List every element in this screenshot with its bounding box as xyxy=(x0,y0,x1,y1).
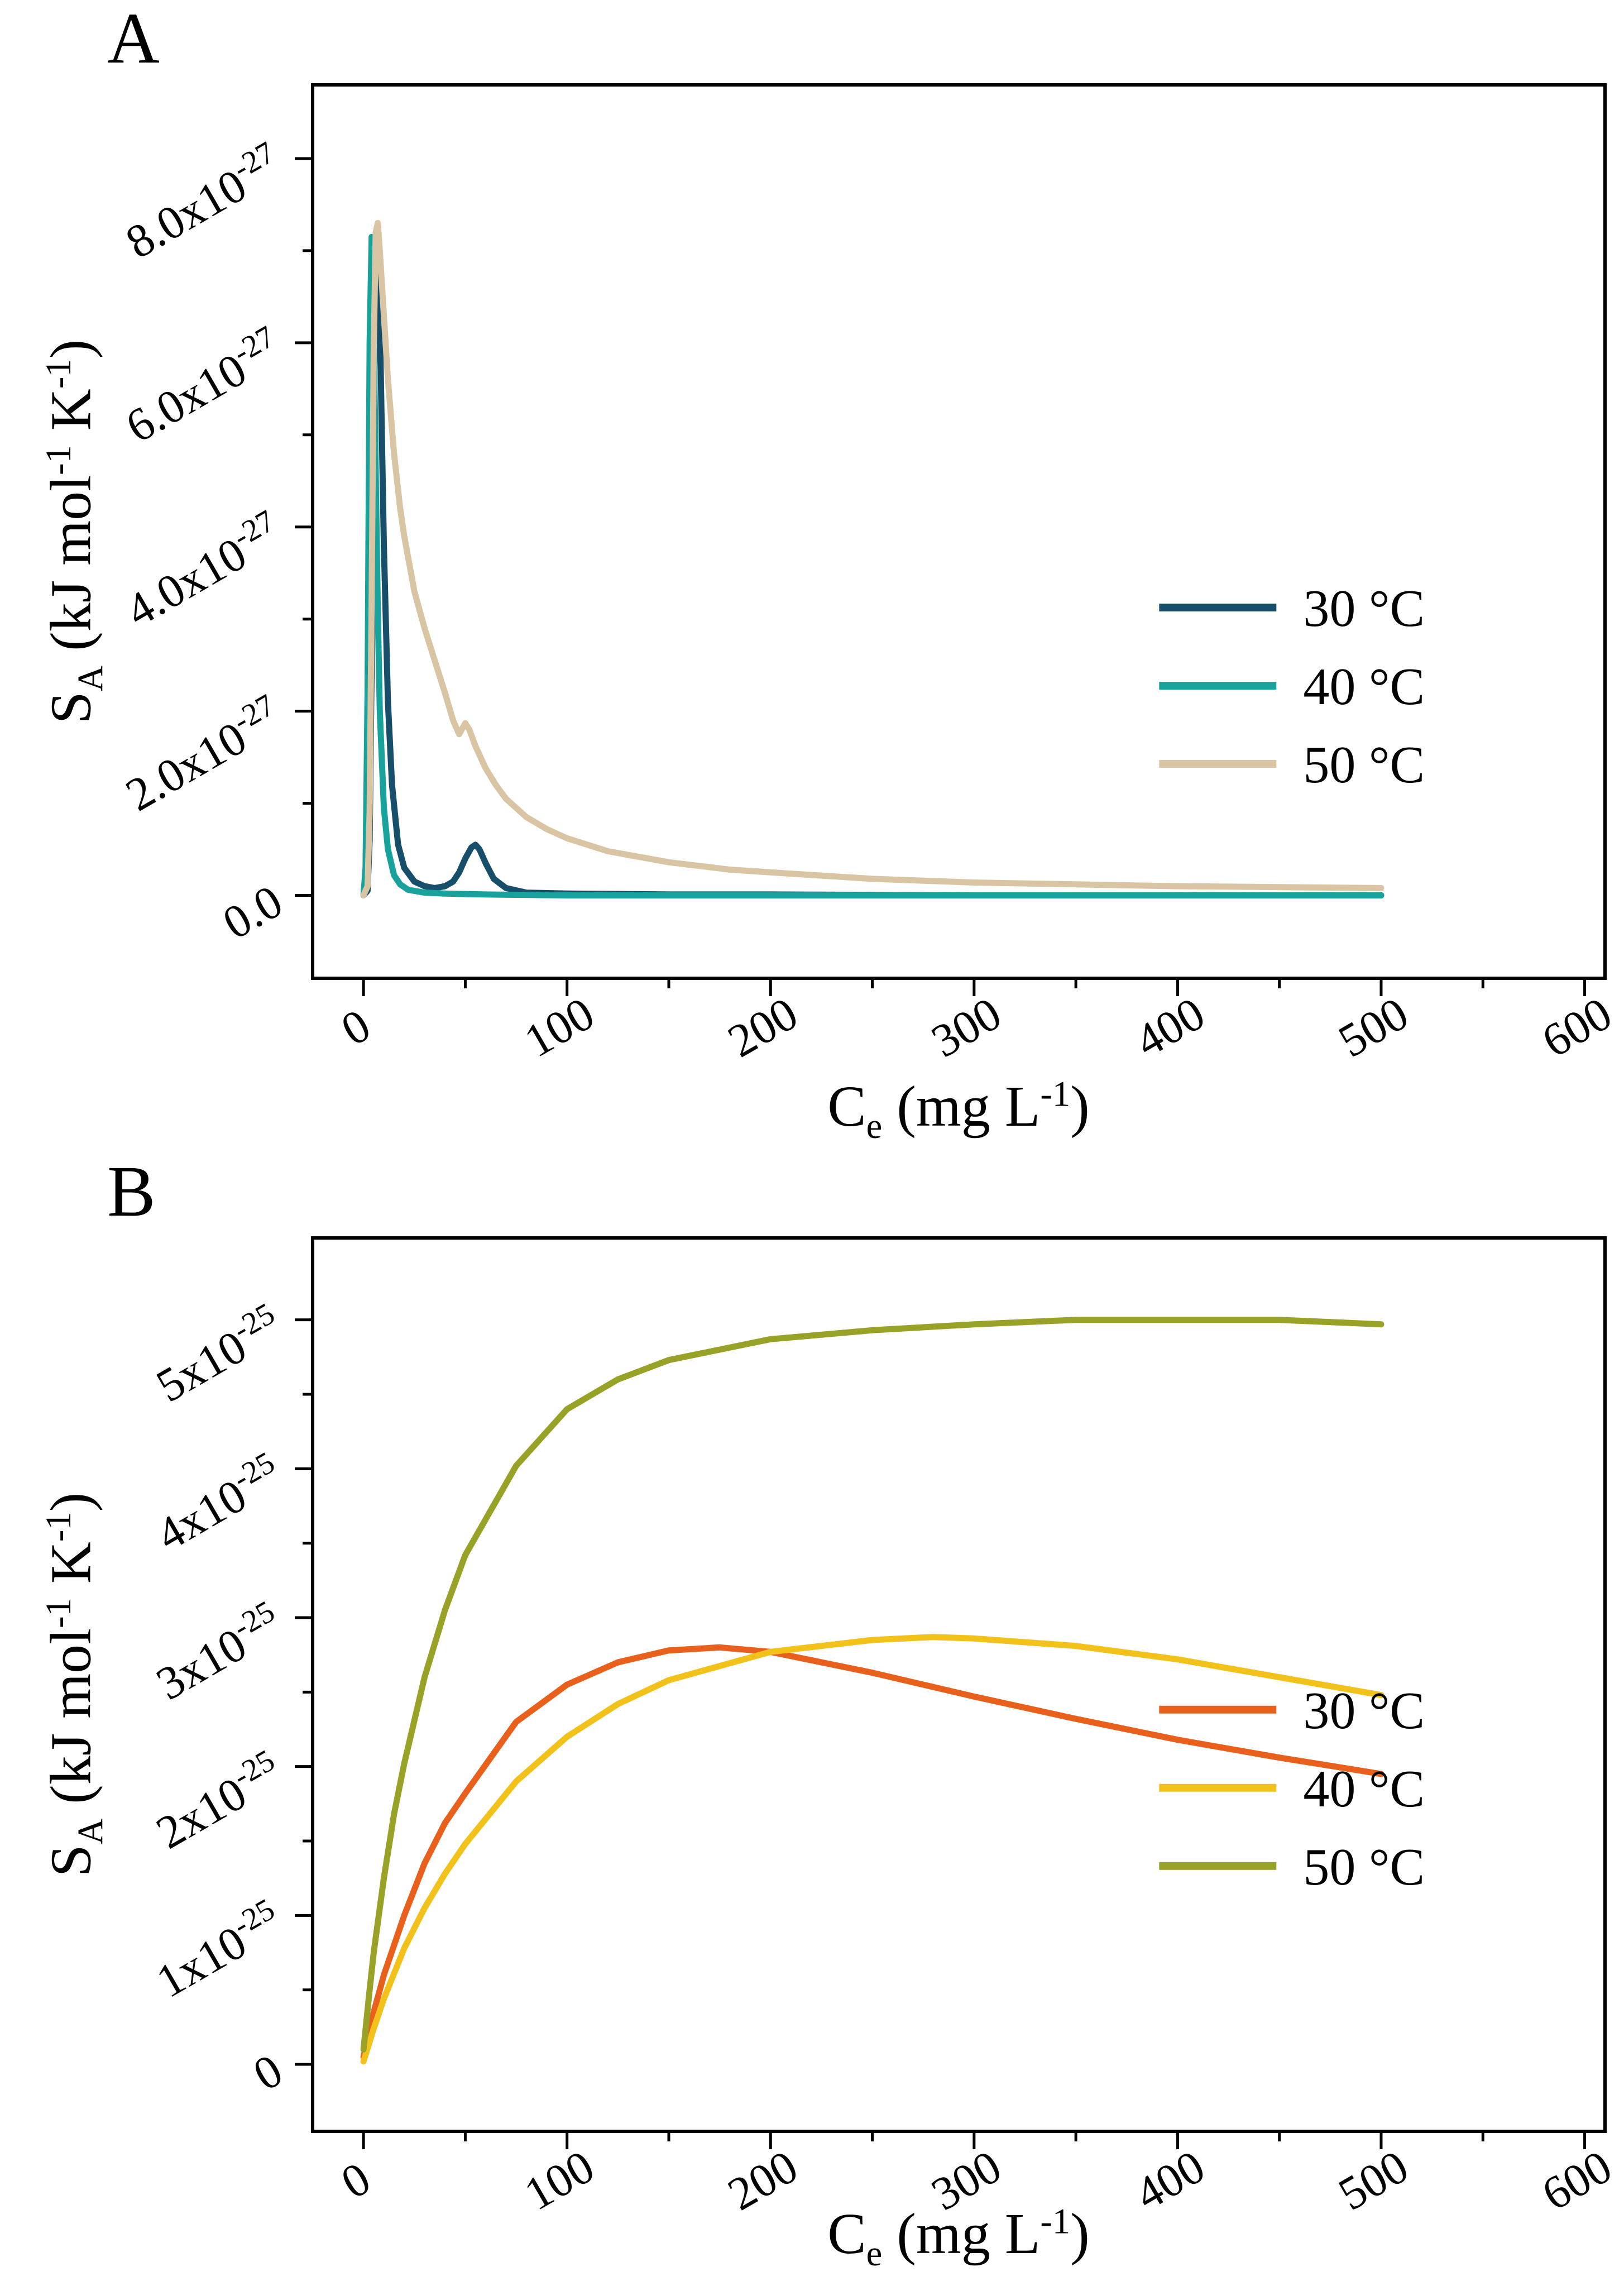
series-line-40C xyxy=(360,233,1385,898)
tick-labels: 0 100 200 300 400 500 60001x10-252x10-253x10-2… xyxy=(146,1297,1621,2221)
panel-a-letter: A xyxy=(107,0,160,79)
axis-ticks xyxy=(295,157,1587,996)
legend-label: 50 °C xyxy=(1303,736,1425,794)
legend-label: 30 °C xyxy=(1303,580,1425,638)
svg-text:6.0x10-27: 6.0x10-27 xyxy=(116,319,291,453)
legend: 30 °C 40 °C 50 °C xyxy=(1159,1682,1425,1896)
panel-b-letter: B xyxy=(107,1151,156,1232)
legend-label: 30 °C xyxy=(1303,1682,1425,1740)
svg-text:8.0x10-27: 8.0x10-27 xyxy=(116,135,291,269)
svg-text:5x10-25: 5x10-25 xyxy=(146,1297,291,1413)
svg-text:500: 500 xyxy=(1330,2140,1417,2221)
series-line-30C xyxy=(360,243,1385,898)
panel-b-x-axis-title: Ce (mg L-1) xyxy=(827,2201,1090,2273)
series-line-40C xyxy=(360,1634,1385,2065)
legend-label: 50 °C xyxy=(1303,1838,1425,1896)
series-line-50C xyxy=(360,219,1385,898)
svg-text:100: 100 xyxy=(516,2140,603,2221)
svg-text:1x10-25: 1x10-25 xyxy=(146,1892,291,2008)
svg-text:0: 0 xyxy=(333,2152,379,2209)
svg-text:4.0x10-27: 4.0x10-27 xyxy=(116,504,291,637)
svg-text:500: 500 xyxy=(1330,987,1417,1068)
plot-frame xyxy=(311,1236,1607,2133)
panel-a-x-axis-title: Ce (mg L-1) xyxy=(827,1074,1090,1146)
svg-text:600: 600 xyxy=(1534,987,1621,1068)
legend-label: 40 °C xyxy=(1303,658,1425,716)
legend: 30 °C 40 °C 50 °C xyxy=(1159,580,1425,794)
svg-text:2.0x10-27: 2.0x10-27 xyxy=(116,688,291,821)
panel-a-y-axis-title: SA (kJ mol-1 K-1) xyxy=(39,339,111,724)
legend-label: 40 °C xyxy=(1303,1760,1425,1818)
axis-ticks xyxy=(295,1318,1587,2149)
svg-text:2x10-25: 2x10-25 xyxy=(146,1743,291,1859)
svg-text:4x10-25: 4x10-25 xyxy=(146,1445,291,1561)
chart-b-plot: 0 100 200 300 400 500 60001x10-252x10-253x10-2… xyxy=(146,1236,1621,2221)
series-line-50C xyxy=(360,1317,1385,2053)
svg-text:400: 400 xyxy=(1127,987,1214,1068)
svg-text:200: 200 xyxy=(720,987,807,1068)
panel-a: 0 100 200 300 400 500 600 0.0 2.0x10-27 4.0x10-27… xyxy=(39,0,1621,1146)
svg-text:0: 0 xyxy=(333,999,379,1056)
svg-text:600: 600 xyxy=(1534,2140,1621,2221)
panel-b-y-axis-title: SA (kJ mol-1 K-1) xyxy=(39,1492,111,1877)
svg-text:0: 0 xyxy=(245,2044,291,2101)
svg-text:100: 100 xyxy=(516,987,603,1068)
series-line-30C xyxy=(360,1644,1385,2060)
svg-text:3x10-25: 3x10-25 xyxy=(146,1594,291,1710)
chart-a-plot: 0 100 200 300 400 500 600 0.0 2.0x10-27 4.0x10-27… xyxy=(116,83,1621,1068)
plot-frame xyxy=(311,83,1607,980)
svg-text:300: 300 xyxy=(923,987,1010,1068)
svg-text:0.0: 0.0 xyxy=(214,875,291,949)
panel-b: 0 100 200 300 400 500 600 0 1x10-25 2x10-25 3x10-2… xyxy=(0,1153,1624,2281)
